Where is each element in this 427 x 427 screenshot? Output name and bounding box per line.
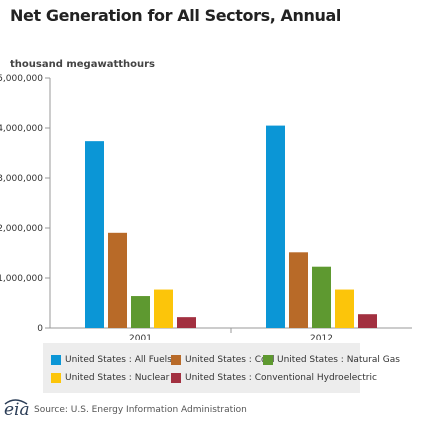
- legend-label: United States : All Fuels: [65, 355, 172, 365]
- legend-label: United States : Conventional Hydroelectr…: [185, 373, 377, 383]
- y-tick-label: 2,000,000: [0, 224, 43, 234]
- legend-item[interactable]: United States : Natural Gas: [263, 355, 400, 365]
- legend-item[interactable]: United States : Nuclear: [51, 373, 169, 383]
- bar[interactable]: [108, 232, 127, 328]
- bar[interactable]: [312, 266, 331, 328]
- legend-item[interactable]: United States : Conventional Hydroelectr…: [171, 373, 377, 383]
- bar[interactable]: [85, 141, 104, 328]
- legend-swatch: [51, 355, 61, 365]
- chart-title: Net Generation for All Sectors, Annual: [10, 6, 341, 25]
- bars: [85, 125, 377, 328]
- y-tick-label: 3,000,000: [0, 174, 43, 184]
- legend-label: United States : Coal: [185, 355, 275, 365]
- x-tick-label: 2012: [310, 334, 333, 340]
- bar[interactable]: [154, 289, 173, 328]
- bar[interactable]: [131, 296, 150, 328]
- legend-swatch: [171, 373, 181, 383]
- bar-chart-plot: 0 1,000,000 2,000,000 3,000,000 4,000,000 5,0…: [0, 74, 412, 340]
- bar[interactable]: [358, 314, 377, 328]
- legend-swatch: [171, 355, 181, 365]
- eia-logo-text: eia: [4, 400, 30, 420]
- bar[interactable]: [177, 317, 196, 328]
- y-axis-ticks: 0 1,000,000 2,000,000 3,000,000 4,000,000 5,0…: [0, 74, 50, 334]
- y-axis-unit-label: thousand megawatthours: [10, 59, 155, 70]
- footer: eia Source: U.S. Energy Information Admi…: [3, 398, 247, 422]
- bar[interactable]: [289, 252, 308, 328]
- legend-swatch: [263, 355, 273, 365]
- x-axis-ticks: 2001 2012: [129, 328, 333, 340]
- legend-label: United States : Nuclear: [65, 373, 170, 383]
- legend: United States : All Fuels United States :…: [43, 343, 400, 393]
- x-tick-label: 2001: [129, 334, 152, 340]
- y-tick-label: 4,000,000: [0, 124, 43, 134]
- bar[interactable]: [266, 125, 285, 328]
- legend-swatch: [51, 373, 61, 383]
- legend-item[interactable]: United States : All Fuels: [51, 355, 172, 365]
- legend-label: United States : Natural Gas: [277, 355, 400, 365]
- legend-item[interactable]: United States : Coal: [171, 355, 275, 365]
- y-tick-label: 1,000,000: [0, 274, 43, 284]
- source-text: Source: U.S. Energy Information Administ…: [34, 405, 247, 415]
- eia-logo: eia: [3, 398, 30, 422]
- bar[interactable]: [335, 289, 354, 328]
- y-tick-label: 0: [37, 324, 43, 334]
- y-tick-label: 5,000,000: [0, 74, 43, 84]
